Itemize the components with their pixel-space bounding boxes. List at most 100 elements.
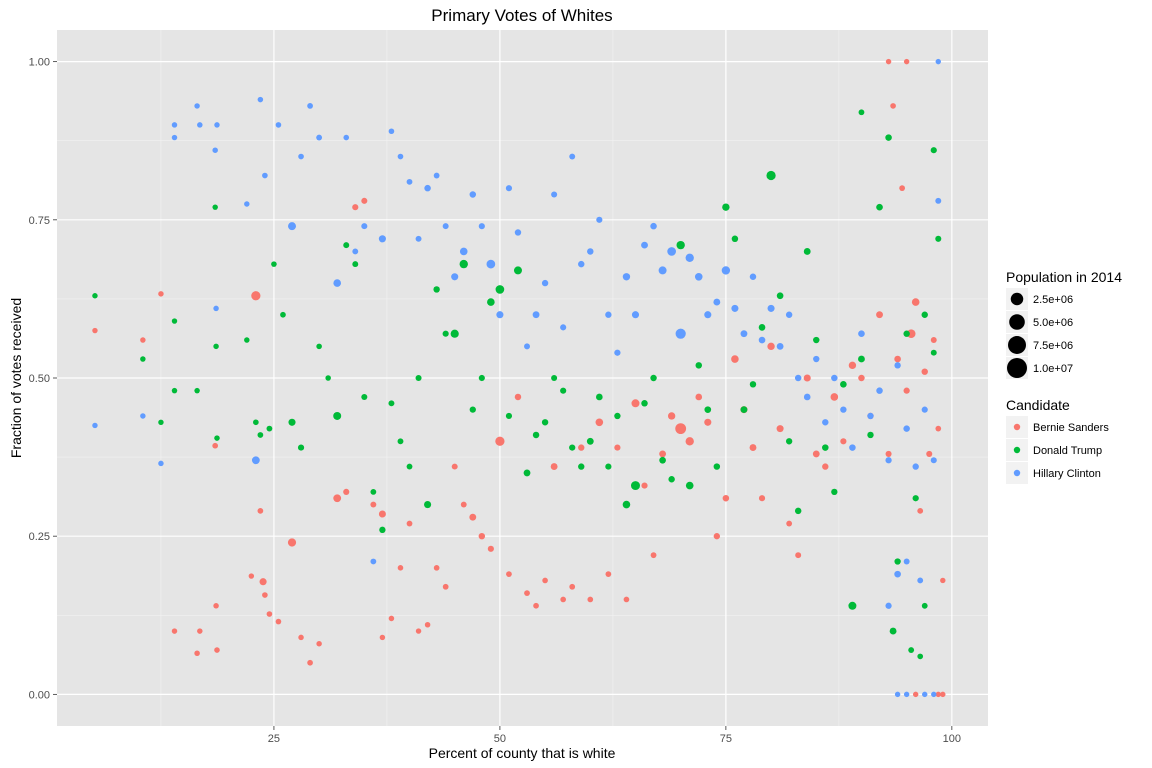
- data-point: [171, 628, 178, 634]
- data-point: [158, 291, 164, 297]
- data-point: [749, 444, 757, 452]
- x-axis: 25 50 75 100: [268, 726, 961, 745]
- data-point: [378, 235, 386, 243]
- data-point: [213, 305, 219, 312]
- data-point: [930, 457, 937, 464]
- data-point: [478, 223, 485, 230]
- data-point: [460, 501, 467, 508]
- series-hillary-clinton: [92, 58, 942, 698]
- data-point: [767, 342, 775, 351]
- data-point: [917, 653, 924, 660]
- data-point: [704, 311, 712, 319]
- size-legend-label: 5.0e+06: [1033, 317, 1073, 329]
- data-point: [379, 526, 386, 534]
- data-point: [867, 431, 874, 439]
- data-point: [214, 435, 220, 441]
- data-point: [424, 184, 431, 192]
- data-point: [659, 456, 666, 464]
- series-bernie-sanders: [92, 58, 946, 698]
- data-point: [894, 558, 901, 565]
- data-point: [667, 412, 676, 420]
- data-point: [257, 432, 264, 438]
- data-point: [889, 627, 897, 635]
- y-axis: 0.00 0.25 0.50 0.75 1.00: [29, 57, 57, 701]
- y-axis-title: Fraction of votes received: [8, 298, 24, 458]
- data-point: [908, 647, 915, 653]
- data-point: [197, 628, 203, 634]
- data-point: [333, 494, 342, 503]
- data-point: [685, 481, 694, 490]
- data-point: [213, 343, 219, 350]
- data-point: [704, 406, 712, 413]
- data-point: [253, 419, 259, 426]
- data-point: [523, 469, 531, 477]
- data-point: [487, 298, 495, 306]
- data-point: [695, 393, 703, 401]
- data-point: [433, 286, 440, 293]
- data-point: [623, 596, 630, 603]
- data-point: [858, 330, 865, 338]
- data-point: [631, 399, 640, 408]
- data-point: [280, 311, 286, 318]
- data-point: [921, 602, 928, 609]
- data-point: [513, 266, 522, 275]
- data-point: [578, 444, 585, 451]
- data-point: [379, 634, 386, 641]
- data-point: [911, 298, 920, 306]
- data-point: [685, 437, 694, 446]
- data-point: [248, 573, 255, 579]
- data-point: [858, 355, 865, 363]
- data-point: [935, 425, 942, 432]
- data-point: [903, 330, 910, 337]
- size-legend-label: 7.5e+06: [1033, 340, 1073, 352]
- data-point: [214, 647, 220, 653]
- data-point: [343, 488, 350, 495]
- data-point: [442, 583, 449, 590]
- color-legend: Candidate Bernie Sanders Donald Trump Hill…: [1006, 397, 1109, 484]
- data-point: [370, 501, 377, 508]
- data-point: [641, 241, 648, 249]
- data-point: [595, 418, 604, 427]
- data-point: [316, 343, 322, 350]
- color-legend-dot: [1013, 423, 1021, 431]
- data-point: [885, 134, 892, 141]
- data-point: [921, 368, 928, 375]
- data-point: [786, 520, 793, 527]
- data-point: [650, 374, 657, 382]
- data-point: [675, 328, 686, 339]
- data-point: [495, 436, 505, 446]
- data-point: [917, 577, 924, 584]
- data-point: [361, 197, 368, 204]
- data-point: [505, 185, 513, 192]
- data-point: [194, 387, 200, 394]
- data-point: [940, 691, 946, 698]
- size-legend-title: Population in 2014: [1006, 269, 1122, 285]
- data-point: [262, 172, 268, 179]
- data-point: [469, 191, 477, 198]
- data-point: [524, 343, 530, 350]
- data-point: [803, 374, 811, 382]
- data-point: [596, 216, 603, 223]
- data-point: [903, 387, 910, 394]
- data-point: [532, 431, 540, 439]
- data-point: [388, 615, 395, 622]
- data-point: [213, 603, 219, 609]
- data-point: [876, 203, 883, 211]
- data-point: [271, 261, 277, 267]
- data-point: [894, 691, 901, 698]
- data-point: [935, 197, 942, 204]
- color-legend-label: Donald Trump: [1033, 445, 1102, 457]
- x-axis-title: Percent of county that is white: [429, 745, 616, 761]
- y-tick-label: 0.25: [29, 531, 50, 543]
- data-point: [675, 423, 687, 435]
- data-point: [244, 337, 250, 343]
- data-point: [803, 393, 811, 401]
- data-point: [668, 476, 675, 483]
- data-point: [766, 170, 776, 181]
- data-point: [890, 103, 896, 109]
- data-point: [794, 374, 802, 382]
- data-point: [496, 311, 504, 319]
- data-point: [812, 450, 820, 458]
- data-point: [495, 285, 505, 294]
- size-legend-label: 1.0e+07: [1033, 363, 1073, 375]
